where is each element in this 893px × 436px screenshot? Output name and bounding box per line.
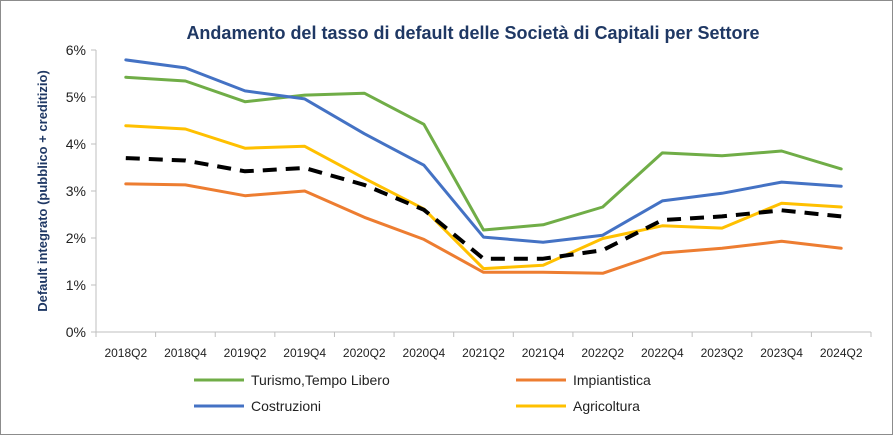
y-tick-label: 6%	[66, 42, 86, 58]
series-line-0	[126, 77, 841, 230]
y-tick-label: 1%	[66, 277, 86, 293]
x-tick-label: 2018Q4	[164, 346, 207, 360]
legend-label: Agricoltura	[573, 398, 640, 414]
y-tick-label: 3%	[66, 183, 86, 199]
x-tick-label: 2019Q2	[224, 346, 267, 360]
chart-title: Andamento del tasso di default delle Soc…	[186, 23, 759, 43]
y-tick-label: 4%	[66, 136, 86, 152]
x-tick-label: 2020Q4	[403, 346, 446, 360]
x-tick-label: 2021Q4	[522, 346, 565, 360]
legend: Turismo,Tempo Libero Impiantistica Costruz…	[194, 372, 651, 414]
x-tick-label: 2022Q4	[641, 346, 684, 360]
legend-label: Costruzioni	[251, 398, 321, 414]
y-axis-label: Default integrato (pubblico + creditizio…	[35, 70, 50, 312]
legend-label: Turismo,Tempo Libero	[251, 372, 390, 388]
x-tick-label: 2023Q2	[701, 346, 744, 360]
x-tick-label: 2019Q4	[283, 346, 326, 360]
legend-label: Impiantistica	[573, 372, 651, 388]
x-tick-label: 2024Q2	[820, 346, 863, 360]
x-tick-label: 2023Q4	[760, 346, 803, 360]
x-tick-label: 2021Q2	[462, 346, 505, 360]
y-tick-label: 5%	[66, 89, 86, 105]
series-line-dashed	[126, 158, 841, 259]
y-tick-label: 0%	[66, 324, 86, 340]
x-tick-label: 2018Q2	[104, 346, 147, 360]
series-layer	[126, 60, 842, 274]
y-tick-label: 2%	[66, 230, 86, 246]
x-tick-label: 2022Q2	[581, 346, 624, 360]
x-tick-label: 2020Q2	[343, 346, 386, 360]
series-line-2	[126, 60, 841, 242]
